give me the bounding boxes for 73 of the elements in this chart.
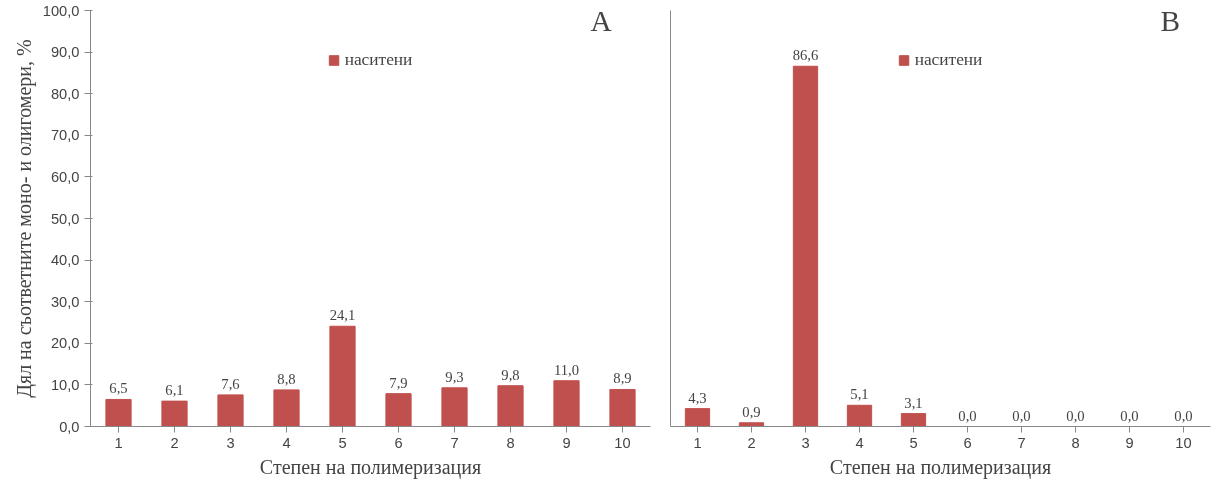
bar [441, 387, 468, 427]
x-tick-label: 7 [1017, 434, 1026, 451]
data-label: 3,1 [904, 394, 923, 411]
bar [792, 65, 819, 427]
y-tick-label: 90,0 [50, 44, 80, 61]
y-axis-title: Дял на съответните моно- и олигомери, % [12, 39, 36, 398]
x-tick-label: 10 [614, 434, 631, 451]
data-label: 0,0 [1174, 407, 1193, 424]
y-tick-label: 10,0 [50, 376, 80, 393]
x-tick-label: 6 [963, 434, 972, 451]
bar [273, 389, 300, 427]
x-tick-label: 2 [170, 434, 179, 451]
data-label: 9,8 [501, 366, 520, 383]
legend-label: наситени [344, 50, 413, 70]
bar [684, 408, 711, 427]
bar [738, 422, 765, 427]
bar [385, 393, 412, 427]
data-label: 7,6 [221, 375, 240, 392]
data-label: 0,9 [742, 403, 761, 420]
bar [846, 404, 873, 427]
x-tick-label: 3 [801, 434, 810, 451]
x-tick-label: 8 [506, 434, 515, 451]
data-label: 86,6 [792, 47, 819, 64]
y-tick-label: 100,0 [42, 2, 80, 19]
bar [609, 388, 636, 427]
bar [900, 413, 927, 427]
data-label: 11,0 [553, 361, 580, 378]
x-tick-label: 7 [450, 434, 459, 451]
x-tick-label: 9 [1125, 434, 1134, 451]
x-tick-label: 6 [394, 434, 403, 451]
data-label: 5,1 [850, 386, 869, 403]
x-tick-label: 2 [747, 434, 756, 451]
y-tick-label: 50,0 [50, 210, 80, 227]
y-tick-label: 80,0 [50, 85, 80, 102]
data-label: 6,5 [109, 380, 128, 397]
bar [553, 380, 580, 427]
legend-label: наситени [914, 50, 983, 70]
bar [161, 400, 188, 427]
bar [497, 385, 524, 427]
annotation: A [590, 4, 612, 37]
y-tick-label: 70,0 [50, 127, 80, 144]
x-axis-title: Степен на полимеризация [829, 455, 1052, 479]
y-tick-label: 60,0 [50, 168, 80, 185]
data-label: 0,0 [1012, 407, 1031, 424]
data-label: 8,9 [613, 370, 632, 387]
annotation: B [1160, 4, 1181, 37]
data-label: 24,1 [329, 307, 356, 324]
bar [105, 398, 132, 427]
bar [217, 394, 244, 427]
data-label: 0,0 [958, 407, 977, 424]
x-tick-label: 1 [693, 434, 702, 451]
x-tick-label: 1 [114, 434, 123, 451]
bar [329, 325, 356, 427]
x-tick-label: 4 [282, 434, 291, 451]
data-label: 0,0 [1066, 407, 1085, 424]
x-axis-title: Степен на полимеризация [259, 455, 482, 479]
data-label: 6,1 [165, 382, 184, 399]
y-tick-label: 40,0 [50, 252, 80, 269]
x-tick-label: 10 [1175, 434, 1192, 451]
data-label: 8,8 [277, 370, 296, 387]
y-tick-label: 20,0 [50, 335, 80, 352]
y-tick-label: 30,0 [50, 293, 80, 310]
data-label: 9,3 [445, 368, 464, 385]
x-tick-label: 5 [338, 434, 347, 451]
data-label: 4,3 [688, 389, 707, 406]
data-label: 7,9 [389, 374, 408, 391]
y-tick-label: 0,0 [59, 418, 80, 435]
x-tick-label: 8 [1071, 434, 1080, 451]
x-tick-label: 9 [562, 434, 571, 451]
x-tick-label: 3 [226, 434, 235, 451]
x-tick-label: 5 [909, 434, 918, 451]
x-tick-label: 4 [855, 434, 864, 451]
data-label: 0,0 [1120, 407, 1139, 424]
